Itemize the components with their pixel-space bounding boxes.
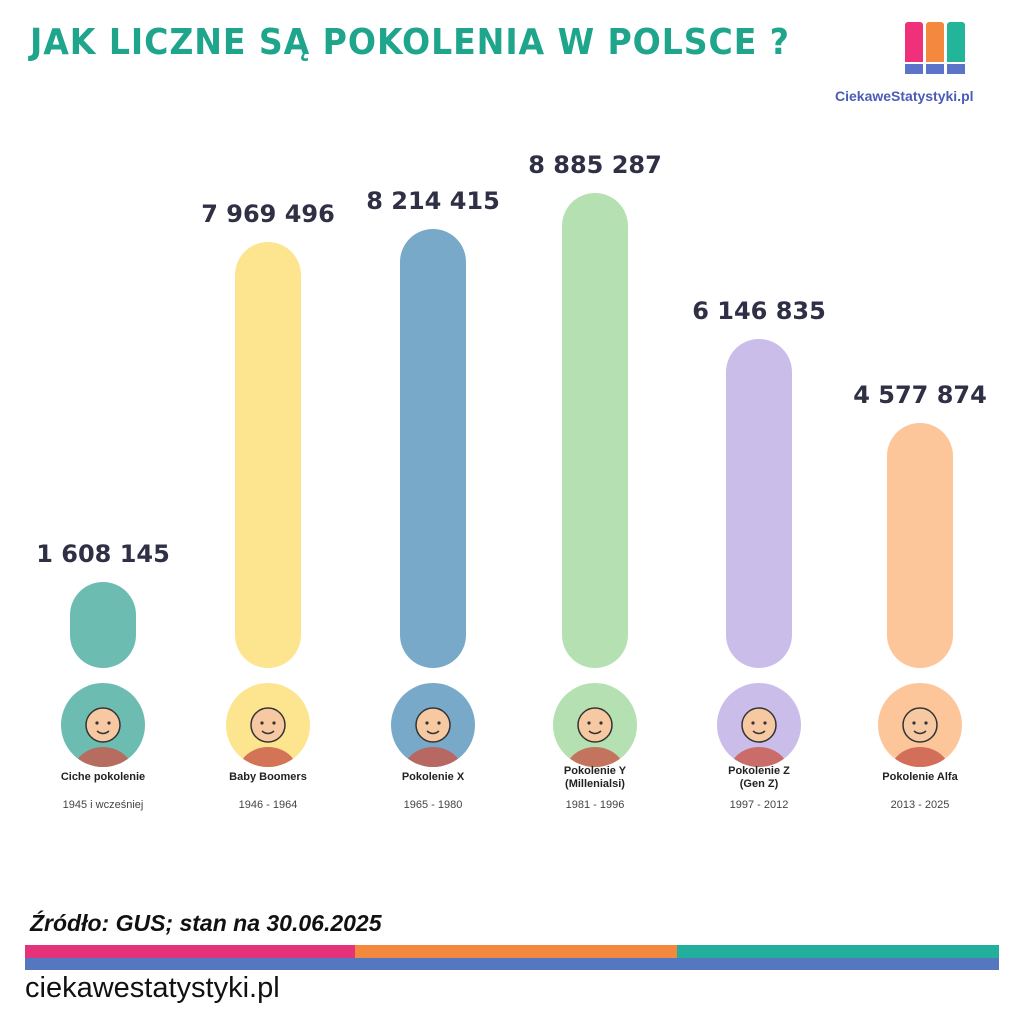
generation-years: 2013 - 2025 bbox=[890, 799, 950, 811]
generation-name-line: Pokolenie Alfa bbox=[882, 771, 958, 783]
bar bbox=[70, 582, 136, 668]
bar bbox=[726, 339, 792, 668]
value-label: 4 577 874 bbox=[853, 381, 987, 410]
generation-name: Pokolenie Y (Millenialsi) bbox=[515, 765, 675, 791]
value-label: 1 608 145 bbox=[36, 540, 170, 569]
logo-text: CiekaweStatystyki.pl bbox=[835, 88, 974, 104]
generation-years: 1997 - 2012 bbox=[729, 799, 789, 811]
generation-name: Pokolenie Alfa bbox=[840, 771, 1000, 784]
generation-name: Pokolenie X bbox=[353, 771, 513, 784]
generation-name-line: Ciche pokolenie bbox=[60, 771, 146, 783]
generation-name: Ciche pokolenie bbox=[23, 771, 183, 784]
generation-name-line: Baby Boomers bbox=[229, 771, 307, 783]
generation-years: 1981 - 1996 bbox=[565, 799, 625, 811]
avatar-icon bbox=[717, 683, 801, 767]
avatar-icon bbox=[391, 683, 475, 767]
generation-years: 1945 i wcześniej bbox=[62, 799, 144, 811]
generation-name-line: Pokolenie Y bbox=[563, 765, 627, 777]
avatar-icon bbox=[226, 683, 310, 767]
bar bbox=[235, 241, 301, 668]
generation-years: 1965 - 1980 bbox=[403, 799, 463, 811]
value-label: 8 885 287 bbox=[528, 151, 662, 179]
value-label: 7 969 496 bbox=[201, 199, 335, 228]
generation-name-line: (Millenialsi) bbox=[565, 778, 625, 790]
page-title: JAK LICZNE SĄ POKOLENIA W POLSCE ? bbox=[30, 22, 790, 63]
generation-name-line: Pokolenie Z bbox=[728, 765, 790, 777]
avatar-icon bbox=[878, 683, 962, 767]
footer-url[interactable]: ciekawestatystyki.pl bbox=[25, 972, 280, 1004]
bar bbox=[562, 193, 628, 668]
source-note: Źródło: GUS; stan na 30.06.2025 bbox=[30, 910, 382, 936]
bar bbox=[887, 423, 953, 668]
generation-name: Baby Boomers bbox=[188, 771, 348, 784]
generation-name-line: Pokolenie X bbox=[401, 771, 465, 783]
avatar-icon bbox=[61, 683, 145, 767]
bar bbox=[400, 228, 466, 668]
stripe-orange bbox=[355, 945, 677, 958]
generation-years: 1946 - 1964 bbox=[238, 799, 298, 811]
logo-icon bbox=[905, 22, 967, 84]
value-label: 8 214 415 bbox=[366, 186, 500, 215]
stripe-teal bbox=[677, 945, 999, 958]
value-label: 6 146 835 bbox=[692, 297, 826, 326]
stripe-pink bbox=[25, 945, 355, 958]
avatar-icon bbox=[553, 683, 637, 767]
stripe-blue bbox=[25, 958, 999, 970]
generation-name: Pokolenie Z (Gen Z) bbox=[679, 765, 839, 791]
generation-name-line: (Gen Z) bbox=[739, 778, 779, 790]
